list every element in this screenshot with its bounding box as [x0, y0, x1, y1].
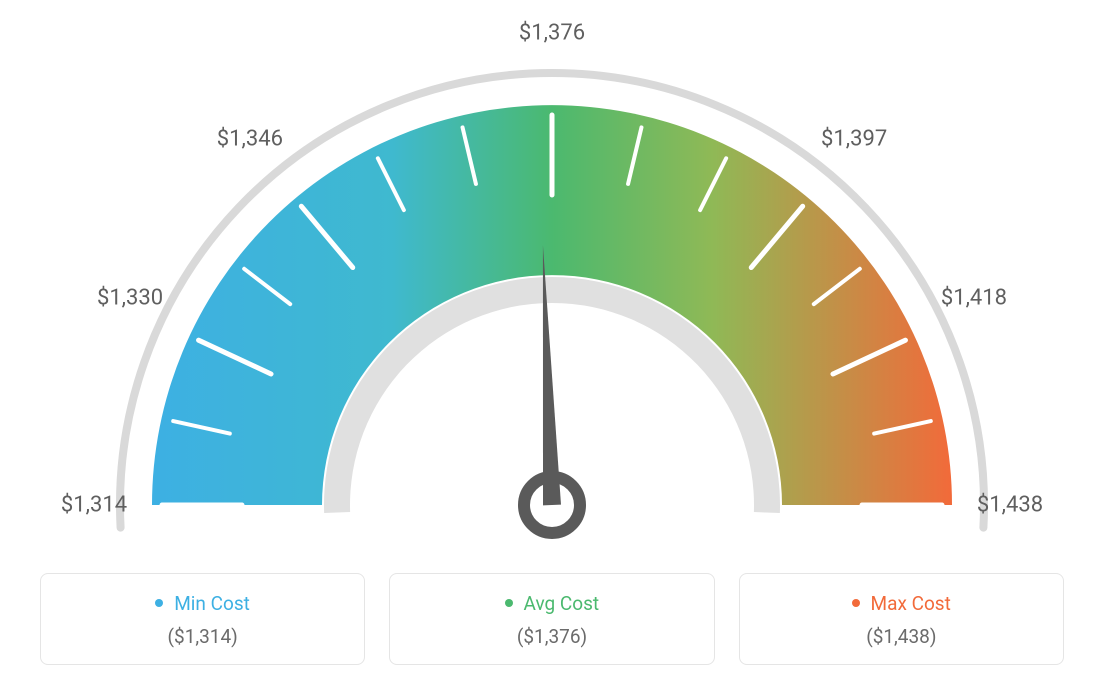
- legend-row: Min Cost ($1,314) Avg Cost ($1,376) Max …: [40, 573, 1064, 665]
- legend-max-text: Max Cost: [871, 592, 951, 615]
- legend-max: Max Cost ($1,438): [739, 573, 1064, 665]
- gauge-tick-label: $1,397: [821, 126, 887, 151]
- gauge-area: $1,314 $1,330 $1,346 $1,376 $1,397 $1,418 $1,4…: [0, 0, 1104, 560]
- gauge-tick-label: $1,330: [97, 286, 163, 311]
- legend-min-value: ($1,314): [51, 625, 354, 648]
- gauge-tick-label: $1,376: [519, 21, 585, 46]
- legend-avg-label: Avg Cost: [400, 592, 703, 615]
- legend-max-value: ($1,438): [750, 625, 1053, 648]
- gauge-tick-label: $1,418: [941, 286, 1007, 311]
- legend-min-text: Min Cost: [174, 592, 250, 615]
- legend-min: Min Cost ($1,314): [40, 573, 365, 665]
- legend-avg: Avg Cost ($1,376): [389, 573, 714, 665]
- dot-icon: [852, 599, 860, 607]
- legend-avg-value: ($1,376): [400, 625, 703, 648]
- gauge-svg: [0, 0, 1104, 560]
- legend-min-label: Min Cost: [51, 592, 354, 615]
- gauge-chart-container: $1,314 $1,330 $1,346 $1,376 $1,397 $1,418 $1,4…: [0, 0, 1104, 690]
- dot-icon: [505, 599, 513, 607]
- gauge-tick-label: $1,314: [61, 493, 127, 518]
- legend-max-label: Max Cost: [750, 592, 1053, 615]
- legend-avg-text: Avg Cost: [524, 592, 600, 615]
- gauge-tick-label: $1,438: [977, 493, 1043, 518]
- gauge-tick-label: $1,346: [217, 126, 283, 151]
- dot-icon: [155, 599, 163, 607]
